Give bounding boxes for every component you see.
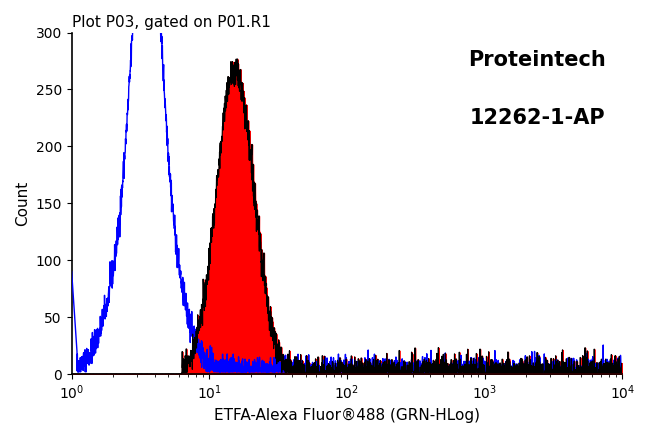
Text: Plot P03, gated on P01.R1: Plot P03, gated on P01.R1 bbox=[72, 15, 270, 30]
Text: 12262-1-AP: 12262-1-AP bbox=[470, 108, 606, 128]
Text: Proteintech: Proteintech bbox=[468, 49, 606, 70]
Y-axis label: Count: Count bbox=[15, 181, 30, 226]
X-axis label: ETFA-Alexa Fluor®488 (GRN-HLog): ETFA-Alexa Fluor®488 (GRN-HLog) bbox=[214, 408, 480, 423]
